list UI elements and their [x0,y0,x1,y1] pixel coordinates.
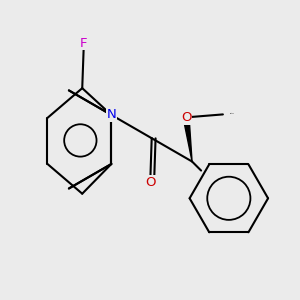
Text: F: F [80,37,88,50]
Polygon shape [183,117,192,161]
Text: N: N [106,108,116,122]
Text: O: O [145,176,155,189]
Text: O: O [181,111,191,124]
Text: methyl: methyl [230,113,234,114]
